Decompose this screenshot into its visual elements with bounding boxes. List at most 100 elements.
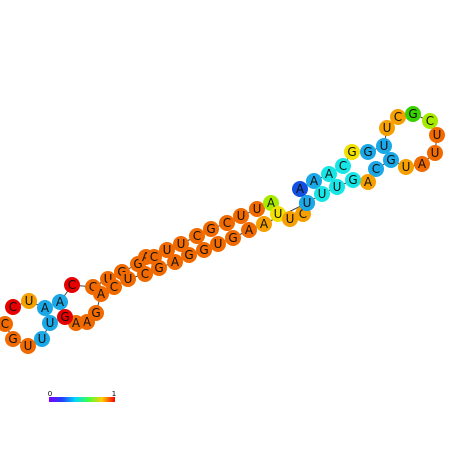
- nucleotide-circle: [314, 186, 330, 202]
- nucleotide-circle: [159, 242, 175, 258]
- nucleotide-label: C: [1, 317, 9, 331]
- nucleotide-label: G: [154, 261, 163, 275]
- nucleotide-label: A: [364, 175, 373, 189]
- nucleotide-circle: [93, 286, 109, 302]
- nucleotide: U: [429, 127, 445, 143]
- nucleotide-label: C: [141, 267, 149, 281]
- nucleotide: U: [314, 186, 330, 202]
- nucleotide-label: U: [402, 160, 411, 174]
- nucleotide-label: C: [223, 216, 231, 230]
- nucleotide-label: C: [89, 280, 97, 294]
- nucleotide-circle: [203, 221, 219, 237]
- nucleotide-label: U: [333, 180, 342, 194]
- nucleotide-label: A: [310, 174, 319, 188]
- nucleotide-label: G: [386, 153, 395, 167]
- nucleotide: U: [42, 315, 58, 331]
- nucleotide-label: U: [318, 187, 327, 201]
- nucleotide-label: G: [8, 332, 17, 346]
- nucleotide-label: C: [426, 114, 434, 128]
- nucleotide-circle: [219, 215, 235, 231]
- nucleotide: C: [0, 316, 13, 332]
- nucleotide-label: G: [408, 107, 417, 121]
- nucleotide-circle: [181, 247, 197, 263]
- nucleotide-label: U: [46, 316, 55, 330]
- nucleotide-circle: [398, 159, 414, 175]
- nucleotide: C: [335, 158, 351, 174]
- nucleotide: G: [5, 331, 21, 347]
- nucleotide-circle: [173, 236, 189, 252]
- nucleotide-label: U: [237, 209, 246, 223]
- nucleotide-label: C: [9, 300, 17, 314]
- nucleotide: G: [345, 172, 361, 188]
- nucleotide-label: U: [431, 146, 440, 160]
- nucleotide: A: [37, 300, 53, 316]
- nucleotide: U: [427, 145, 443, 161]
- nucleotide-label: U: [177, 237, 186, 251]
- nucleotide-label: G: [363, 145, 372, 159]
- nucleotide-circle: [20, 338, 36, 354]
- nucleotide-label: U: [274, 207, 283, 221]
- nucleotide-label: A: [296, 182, 305, 196]
- nucleotide: U: [20, 338, 36, 354]
- nucleotide: U: [173, 236, 189, 252]
- nucleotide-label: G: [206, 222, 215, 236]
- nucleotide-circle: [405, 106, 421, 122]
- nucleotide: U: [210, 236, 226, 252]
- nucleotide-label: U: [433, 128, 442, 142]
- nucleotide: G: [344, 144, 360, 160]
- nucleotide-circle: [344, 144, 360, 160]
- nucleotide-circle: [225, 230, 241, 246]
- nucleotide-circle: [422, 113, 438, 129]
- nucleotide-label: U: [286, 212, 295, 226]
- nucleotide: U: [249, 201, 265, 217]
- nucleotide: U: [376, 138, 392, 154]
- nucleotide: C: [422, 113, 438, 129]
- nucleotide-label: G: [348, 173, 357, 187]
- nucleotide-label: C: [394, 110, 402, 124]
- nucleotide: G: [57, 309, 73, 325]
- nucleotide-label: U: [380, 139, 389, 153]
- nucleotide-label: U: [38, 332, 47, 346]
- nucleotide-circle: [270, 206, 286, 222]
- nucleotide-circle: [137, 266, 153, 282]
- nucleotide: A: [292, 181, 308, 197]
- nucleotide-label: A: [245, 223, 254, 237]
- nucleotide: C: [5, 299, 21, 315]
- nucleotide-circle: [321, 166, 337, 182]
- nucleotide: G: [383, 152, 399, 168]
- nucleotide-label: U: [383, 121, 392, 135]
- nucleotide-label: G: [91, 306, 100, 320]
- nucleotide: U: [379, 120, 395, 136]
- nucleotide-circle: [52, 294, 68, 310]
- nucleotide-label: U: [25, 294, 34, 308]
- nucleotide-circle: [427, 145, 443, 161]
- scale-gradient-bar: [49, 397, 115, 402]
- nucleotide-circle: [5, 331, 21, 347]
- nucleotide-circle: [345, 172, 361, 188]
- nucleotide-circle: [414, 156, 430, 172]
- nucleotide-circle: [299, 195, 315, 211]
- nucleotide-label: A: [72, 316, 81, 330]
- nucleotide-circle: [21, 293, 37, 309]
- nucleotide-circle: [360, 144, 376, 160]
- scale-min-label: 0: [48, 390, 52, 398]
- nucleotide: U: [34, 331, 50, 347]
- nucleotide: U: [233, 208, 249, 224]
- nucleotide-circle: [335, 158, 351, 174]
- nucleotide-circle: [383, 152, 399, 168]
- nucleotide-layer: CUAACCUGGACUUCGCUUAUUCUAAACGGUUCGCUUAUGC…: [0, 106, 445, 354]
- nucleotide-circle: [282, 211, 298, 227]
- nucleotide: U: [270, 206, 286, 222]
- nucleotide-label: G: [347, 145, 356, 159]
- nucleotide-circle: [249, 201, 265, 217]
- nucleotide: G: [151, 260, 167, 276]
- nucleotide-circle: [233, 208, 249, 224]
- nucleotide-label: G: [228, 231, 237, 245]
- nucleotide: U: [282, 211, 298, 227]
- nucleotide-circle: [329, 179, 345, 195]
- nucleotide-label: A: [83, 315, 92, 329]
- nucleotide: C: [368, 161, 384, 177]
- nucleotide-label: A: [267, 196, 276, 210]
- nucleotide: C: [390, 109, 406, 125]
